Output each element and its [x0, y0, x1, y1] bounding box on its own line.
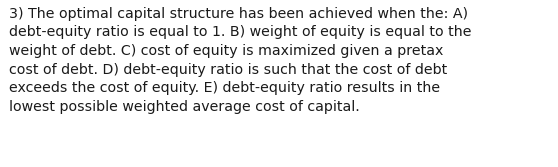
- Text: 3) The optimal capital structure has been achieved when the: A)
debt-equity rati: 3) The optimal capital structure has bee…: [9, 7, 472, 114]
